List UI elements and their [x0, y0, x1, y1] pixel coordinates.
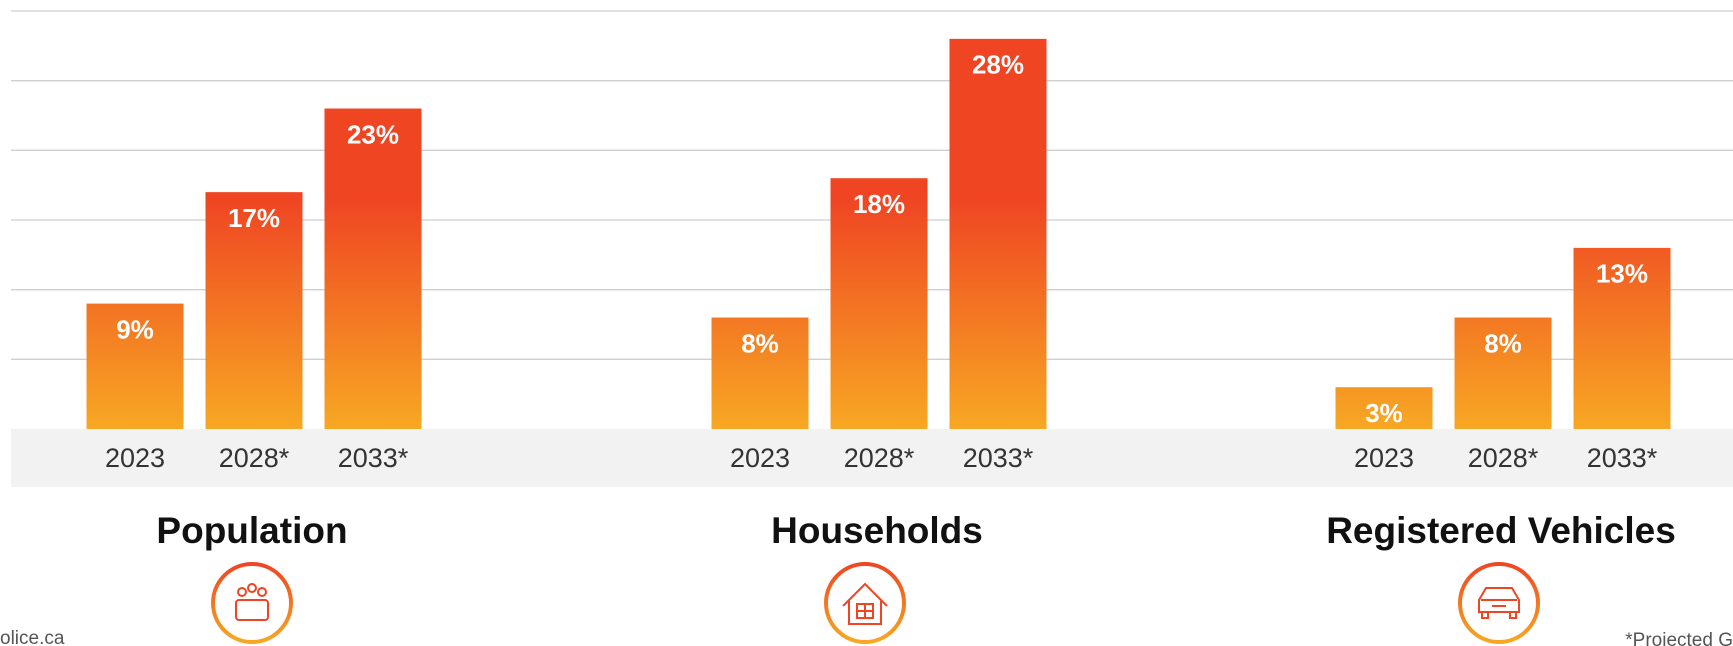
bar [949, 38, 1047, 429]
bar [830, 178, 928, 429]
x-tick-label: 2028* [844, 443, 915, 473]
x-tick-label: 2028* [219, 443, 290, 473]
value-label: 9% [116, 314, 154, 344]
bar [86, 303, 184, 429]
bar [711, 317, 809, 429]
group-title: Population [156, 510, 347, 551]
footer-right: *Projected G [1625, 630, 1733, 646]
population-icon [211, 562, 293, 644]
x-tick-label: 2028* [1468, 443, 1539, 473]
value-label: 17% [228, 203, 280, 233]
value-label: 8% [741, 328, 779, 358]
value-label: 28% [972, 50, 1024, 80]
group-title: Households [771, 510, 983, 551]
icons [211, 562, 1540, 644]
footer-left: olice.ca [0, 628, 65, 646]
x-tick-label: 2023 [105, 443, 165, 473]
x-tick-label: 2033* [1587, 443, 1658, 473]
bar [1573, 247, 1671, 429]
x-tick-label: 2023 [730, 443, 790, 473]
value-label: 18% [853, 189, 905, 219]
value-label: 23% [347, 119, 399, 149]
x-tick-label: 2033* [963, 443, 1034, 473]
vehicles-icon [1458, 562, 1540, 644]
x-tick-label: 2033* [338, 443, 409, 473]
bar [205, 192, 303, 429]
value-label: 13% [1596, 259, 1648, 289]
category-band [11, 429, 1733, 487]
value-label: 3% [1365, 398, 1403, 428]
bar [324, 108, 422, 430]
bar [1335, 387, 1433, 429]
bar [1454, 317, 1552, 429]
value-label: 8% [1484, 328, 1522, 358]
group-title: Registered Vehicles [1326, 510, 1676, 551]
households-icon [824, 562, 906, 644]
x-tick-label: 2023 [1354, 443, 1414, 473]
